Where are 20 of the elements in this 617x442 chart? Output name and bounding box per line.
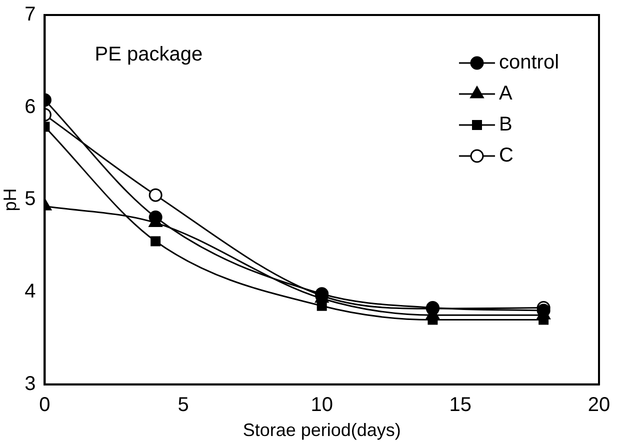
y-tick-label: 6 (24, 96, 36, 118)
y-tick-label: 5 (24, 188, 36, 210)
x-tick-label: 15 (449, 394, 472, 416)
x-tick-label: 5 (178, 394, 189, 416)
y-tick-label: 3 (24, 372, 36, 395)
point (148, 210, 162, 224)
point (148, 188, 162, 202)
x-axis-title: Storae period(days) (242, 420, 401, 440)
legend-label: A (499, 82, 513, 105)
point (150, 236, 161, 246)
legend-label: B (499, 114, 512, 136)
legend-label: control (499, 52, 560, 74)
x-tick-label: 20 (588, 394, 610, 416)
x-tick-label: 10 (310, 394, 333, 416)
x-tick-label: 0 (39, 394, 50, 416)
y-tick-label: 7 (24, 4, 36, 26)
annotation: PE package (94, 44, 203, 66)
legend-label: C (499, 144, 514, 167)
y-tick-label: 4 (24, 280, 36, 303)
y-axis-title: pH (0, 188, 20, 212)
